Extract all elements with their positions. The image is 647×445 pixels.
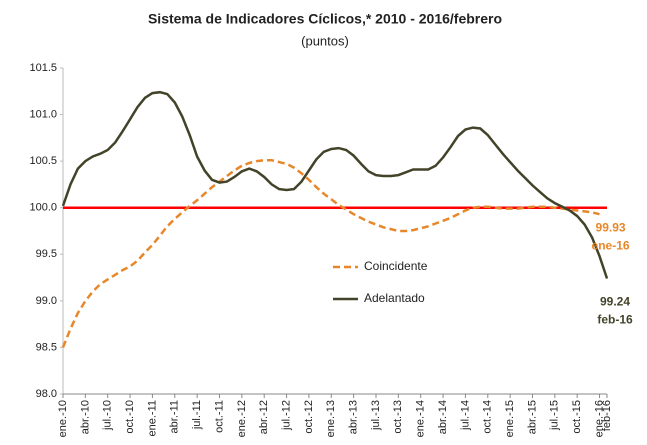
x-tick-label: ene.-15 (504, 400, 516, 437)
x-tick-label: feb-16 (601, 400, 613, 431)
x-tick-label: jul.-15 (549, 400, 561, 431)
x-tick-label: abr.-10 (79, 400, 91, 434)
x-tick-label: oct.-10 (124, 400, 136, 434)
chart-subtitle: (puntos) (301, 33, 349, 48)
y-tick-label: 99.0 (36, 295, 57, 307)
x-tick-label: jul.-10 (102, 400, 114, 431)
x-tick-label: oct.-11 (213, 400, 225, 433)
x-tick-label: jul.-11 (191, 400, 203, 430)
value-label: 99.24 (600, 295, 630, 309)
x-tick-label: abr.-11 (169, 400, 181, 433)
x-tick-label: jul.-14 (459, 400, 471, 431)
y-tick-label: 100.0 (29, 202, 57, 214)
x-tick-label: abr.-14 (437, 400, 449, 434)
x-tick-label: jul.-13 (370, 400, 382, 431)
x-tick-label: oct.-13 (392, 400, 404, 434)
y-tick-label: 99.5 (36, 248, 57, 260)
x-tick-label: ene.-16 (593, 400, 605, 437)
y-tick-label: 100.5 (29, 155, 57, 167)
x-tick-label: ene.-11 (146, 400, 158, 437)
annotation: feb-16 (597, 313, 633, 327)
annotation: ene-16 (592, 238, 630, 252)
x-tick-label: ene.-12 (236, 400, 248, 437)
x-tick-label: abr.-13 (348, 400, 360, 434)
y-tick-label: 101.0 (29, 108, 57, 120)
x-tick-label: jul.-12 (280, 400, 292, 431)
y-tick-label: 98.0 (36, 388, 57, 400)
x-tick-label: ene.-10 (57, 400, 69, 437)
legend-label: Adelantado (364, 291, 425, 305)
x-tick-label: abr.-15 (526, 400, 538, 434)
series-line (61, 90, 609, 279)
chart-title: Sistema de Indicadores Cíclicos,* 2010 -… (148, 11, 502, 27)
x-tick-label: ene.-14 (415, 400, 427, 437)
y-tick-label: 101.5 (29, 62, 57, 74)
x-tick-label: oct.-12 (303, 400, 315, 434)
legend-label: Coincidente (364, 259, 428, 273)
x-tick-label: oct.-15 (571, 400, 583, 434)
x-tick-label: abr.-12 (258, 400, 270, 434)
x-tick-label: ene.-13 (325, 400, 337, 437)
value-label: 99.93 (596, 220, 626, 234)
series-line (61, 158, 600, 348)
y-tick-label: 98.5 (36, 341, 57, 353)
x-tick-label: oct.-14 (482, 400, 494, 434)
